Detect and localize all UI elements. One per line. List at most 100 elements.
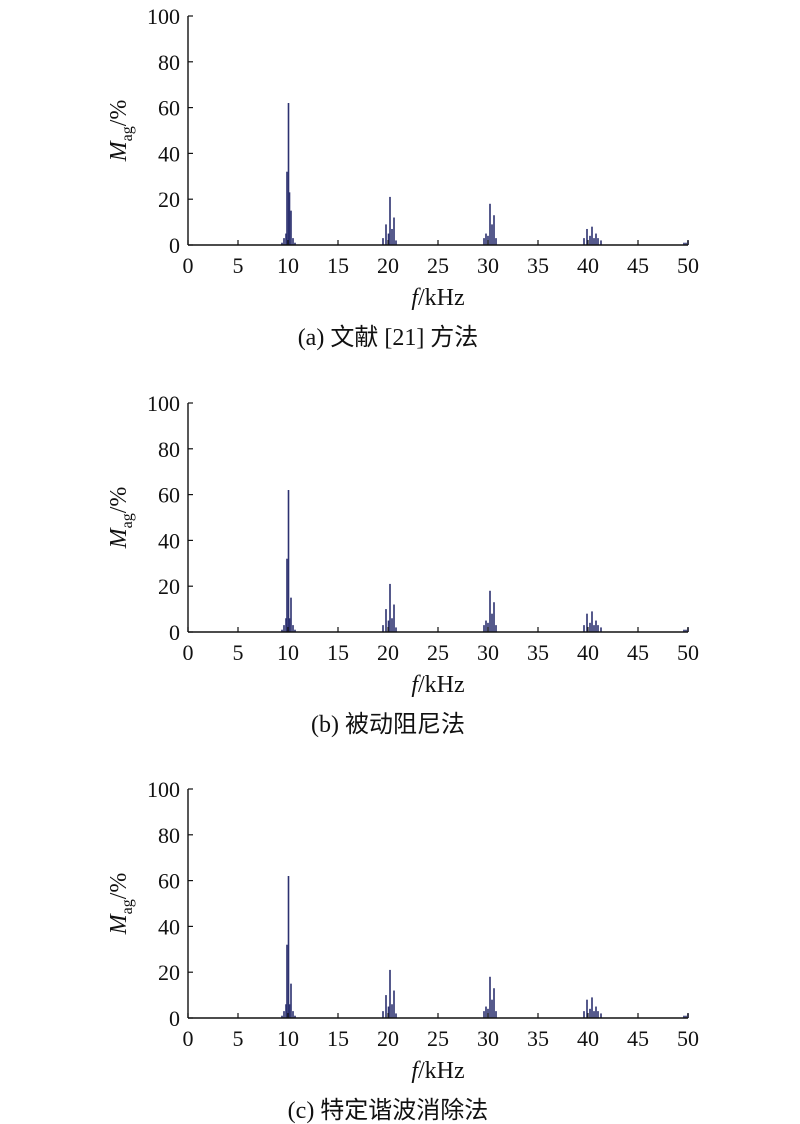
chart-panel-2: 0 5 10 15 20 25 30 35 40 45 50 0 20 40 60 80 100 f/kHz Mag… bbox=[106, 391, 699, 738]
x-tick-label: 40 bbox=[577, 640, 599, 665]
bars bbox=[281, 876, 689, 1018]
x-tick-label: 30 bbox=[477, 640, 499, 665]
bar bbox=[391, 1004, 393, 1018]
y-tick-label: 20 bbox=[158, 960, 180, 985]
bar bbox=[586, 613, 588, 632]
bar bbox=[395, 240, 397, 245]
bar bbox=[389, 583, 391, 632]
y-tick-label: 40 bbox=[158, 914, 180, 939]
x-tick-label: 15 bbox=[327, 253, 349, 278]
bar bbox=[583, 1011, 585, 1018]
bar bbox=[591, 997, 593, 1018]
bar bbox=[290, 597, 292, 632]
bar bbox=[382, 625, 384, 632]
bar bbox=[281, 1015, 283, 1018]
bar bbox=[395, 627, 397, 632]
bar bbox=[385, 609, 387, 632]
bar bbox=[391, 618, 393, 632]
bar bbox=[589, 235, 591, 245]
bar bbox=[683, 1015, 685, 1018]
bar bbox=[583, 238, 585, 245]
bar bbox=[290, 210, 292, 245]
bar bbox=[489, 976, 491, 1018]
bar bbox=[597, 238, 599, 245]
bar bbox=[483, 238, 485, 245]
panel-caption: (b) 被动阻尼法 bbox=[311, 711, 465, 738]
bar bbox=[483, 625, 485, 632]
bar bbox=[589, 622, 591, 632]
bar bbox=[288, 618, 291, 632]
x-tick-label: 50 bbox=[677, 640, 699, 665]
bar bbox=[283, 1011, 285, 1018]
x-tick-label: 0 bbox=[183, 640, 194, 665]
bar bbox=[389, 969, 391, 1018]
x-tick-label: 25 bbox=[427, 640, 449, 665]
bar bbox=[288, 1004, 291, 1018]
y-tick-label: 100 bbox=[147, 391, 180, 416]
panel-caption: (c) 特定谐波消除法 bbox=[288, 1097, 489, 1124]
y-tick-label: 40 bbox=[158, 528, 180, 553]
x-axis-label: f/kHz bbox=[411, 672, 464, 698]
x-tick-label: 10 bbox=[277, 1026, 299, 1051]
bar bbox=[294, 242, 296, 245]
x-axis-label: f/kHz bbox=[411, 1058, 464, 1084]
x-tick-label: 35 bbox=[527, 253, 549, 278]
panel-caption: (a) 文献 [21] 方法 bbox=[298, 324, 479, 351]
bars bbox=[281, 490, 689, 632]
x-tick-label: 30 bbox=[477, 1026, 499, 1051]
bar bbox=[393, 990, 395, 1018]
x-tick-label: 20 bbox=[377, 640, 399, 665]
bar bbox=[491, 613, 493, 632]
bar bbox=[491, 999, 493, 1018]
x-tick-label: 35 bbox=[527, 640, 549, 665]
bar bbox=[495, 1011, 497, 1018]
bar bbox=[283, 238, 285, 245]
x-tick-label: 45 bbox=[627, 640, 649, 665]
x-tick-label: 30 bbox=[477, 253, 499, 278]
y-tick-label: 20 bbox=[158, 187, 180, 212]
bar bbox=[589, 1008, 591, 1018]
y-tick-label: 20 bbox=[158, 574, 180, 599]
y-tick-label: 40 bbox=[158, 141, 180, 166]
bar bbox=[382, 238, 384, 245]
bar bbox=[685, 1015, 687, 1018]
x-axis-label: f/kHz bbox=[411, 285, 464, 311]
y-tick-label: 100 bbox=[147, 4, 180, 29]
bar bbox=[387, 620, 390, 632]
bar bbox=[485, 620, 487, 632]
bar bbox=[595, 233, 597, 245]
bar bbox=[489, 203, 491, 245]
bar bbox=[591, 611, 593, 632]
x-tick-label: 15 bbox=[327, 640, 349, 665]
bar bbox=[493, 215, 495, 245]
chart-panel-3: 0 5 10 15 20 25 30 35 40 45 50 0 20 40 60 80 100 f/kHz Mag… bbox=[106, 777, 699, 1124]
bar bbox=[597, 625, 599, 632]
bar bbox=[685, 629, 687, 632]
bar bbox=[285, 233, 287, 245]
bar bbox=[583, 625, 585, 632]
x-tick-label: 5 bbox=[233, 253, 244, 278]
bar bbox=[495, 238, 497, 245]
x-tick-label: 0 bbox=[183, 1026, 194, 1051]
x-tick-label: 10 bbox=[277, 253, 299, 278]
bar bbox=[287, 490, 290, 632]
bar bbox=[495, 625, 497, 632]
bar bbox=[286, 944, 288, 1018]
bars bbox=[281, 103, 689, 246]
y-tick-label: 80 bbox=[158, 437, 180, 462]
y-tick-label: 60 bbox=[158, 483, 180, 508]
y-tick-label: 80 bbox=[158, 50, 180, 75]
bar bbox=[281, 242, 283, 245]
bar bbox=[483, 1011, 485, 1018]
bar bbox=[485, 1006, 487, 1018]
bar bbox=[489, 590, 491, 632]
chart-panel-1: 0 5 10 15 20 25 30 35 40 45 50 0 20 40 60 80 100 f/kHz Mag… bbox=[106, 4, 699, 351]
bar bbox=[586, 228, 588, 245]
bar bbox=[385, 995, 387, 1018]
bar bbox=[382, 1011, 384, 1018]
x-tick-label: 5 bbox=[233, 1026, 244, 1051]
x-tick-label: 50 bbox=[677, 253, 699, 278]
x-tick-label: 45 bbox=[627, 1026, 649, 1051]
x-tick-label: 20 bbox=[377, 253, 399, 278]
